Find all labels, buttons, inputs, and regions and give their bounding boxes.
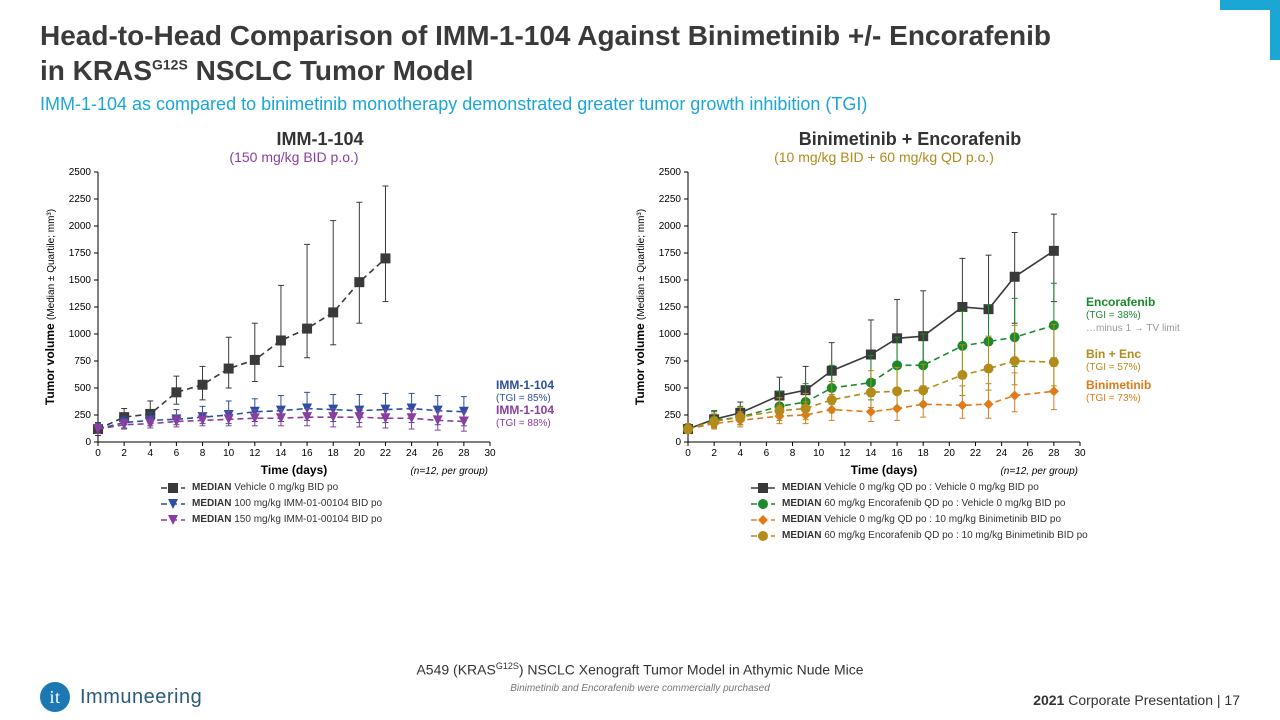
svg-text:26: 26 <box>1022 448 1034 459</box>
svg-text:2000: 2000 <box>659 221 682 232</box>
svg-text:10: 10 <box>813 448 825 459</box>
svg-text:2000: 2000 <box>69 221 92 232</box>
svg-text:8: 8 <box>790 448 796 459</box>
svg-text:4: 4 <box>737 448 743 459</box>
svg-text:(150 mg/kg BID p.o.): (150 mg/kg BID p.o.) <box>229 150 358 165</box>
svg-text:2500: 2500 <box>659 167 682 178</box>
svg-text:20: 20 <box>354 448 366 459</box>
svg-text:18: 18 <box>918 448 930 459</box>
svg-text:1250: 1250 <box>659 302 682 313</box>
right-panel: Binimetinib + Encorafenib 02505007501000… <box>630 129 1190 544</box>
legend-item: MEDIAN 60 mg/kg Encorafenib QD po : Vehi… <box>750 496 1190 512</box>
svg-text:Encorafenib: Encorafenib <box>1086 295 1155 309</box>
svg-text:14: 14 <box>865 448 877 459</box>
slide-title: Head-to-Head Comparison of IMM-1-104 Aga… <box>40 18 1240 88</box>
right-legend: MEDIAN Vehicle 0 mg/kg QD po : Vehicle 0… <box>750 480 1190 544</box>
svg-text:IMM-1-104: IMM-1-104 <box>496 403 554 417</box>
legend-item: MEDIAN Vehicle 0 mg/kg BID po <box>160 480 600 496</box>
svg-text:1000: 1000 <box>659 329 682 340</box>
brand: it Immuneering <box>40 682 202 712</box>
svg-text:20: 20 <box>944 448 956 459</box>
svg-text:(TGI = 88%): (TGI = 88%) <box>496 418 551 429</box>
svg-text:Bin + Enc: Bin + Enc <box>1086 347 1141 361</box>
svg-text:750: 750 <box>664 356 681 367</box>
svg-text:1750: 1750 <box>69 248 92 259</box>
svg-text:2500: 2500 <box>69 167 92 178</box>
legend-item: MEDIAN Vehicle 0 mg/kg QD po : Vehicle 0… <box>750 480 1190 496</box>
title-line1: Head-to-Head Comparison of IMM-1-104 Aga… <box>40 20 1051 51</box>
right-title: Binimetinib + Encorafenib <box>630 129 1190 150</box>
svg-text:2: 2 <box>121 448 127 459</box>
legend-item: MEDIAN 100 mg/kg IMM-01-00104 BID po <box>160 496 600 512</box>
svg-text:500: 500 <box>664 383 681 394</box>
svg-text:0: 0 <box>95 448 101 459</box>
svg-text:12: 12 <box>249 448 261 459</box>
svg-text:16: 16 <box>302 448 314 459</box>
svg-text:22: 22 <box>970 448 982 459</box>
svg-text:(n=12, per group): (n=12, per group) <box>410 466 488 477</box>
svg-text:28: 28 <box>1048 448 1060 459</box>
svg-text:(TGI = 57%): (TGI = 57%) <box>1086 362 1141 373</box>
legend-item: MEDIAN 150 mg/kg IMM-01-00104 BID po <box>160 512 600 528</box>
title-sup: G12S <box>152 57 188 73</box>
brand-logo: it <box>40 682 70 712</box>
subtitle: IMM-1-104 as compared to binimetinib mon… <box>40 94 1240 115</box>
svg-text:(TGI = 38%): (TGI = 38%) <box>1086 310 1141 321</box>
svg-text:10: 10 <box>223 448 235 459</box>
svg-text:(n=12, per group): (n=12, per group) <box>1000 466 1078 477</box>
brand-name: Immuneering <box>80 686 202 709</box>
svg-text:Binimetinib: Binimetinib <box>1086 378 1151 392</box>
left-title: IMM-1-104 <box>40 129 600 150</box>
svg-text:750: 750 <box>74 356 91 367</box>
svg-text:(TGI = 73%): (TGI = 73%) <box>1086 393 1141 404</box>
svg-text:12: 12 <box>839 448 851 459</box>
svg-text:IMM-1-104: IMM-1-104 <box>496 378 554 392</box>
svg-text:2: 2 <box>711 448 717 459</box>
svg-text:500: 500 <box>74 383 91 394</box>
svg-text:2250: 2250 <box>659 194 682 205</box>
title-line2-pre: in KRAS <box>40 55 152 86</box>
svg-text:8: 8 <box>200 448 206 459</box>
svg-text:1500: 1500 <box>659 275 682 286</box>
left-legend: MEDIAN Vehicle 0 mg/kg BID poMEDIAN 100 … <box>160 480 600 528</box>
svg-text:…minus 1 → TV limit: …minus 1 → TV limit <box>1086 323 1180 334</box>
svg-text:28: 28 <box>458 448 470 459</box>
svg-text:2250: 2250 <box>69 194 92 205</box>
svg-text:1500: 1500 <box>69 275 92 286</box>
svg-text:22: 22 <box>380 448 392 459</box>
svg-text:18: 18 <box>328 448 340 459</box>
svg-text:Tumor volume (Median ± Quartil: Tumor volume (Median ± Quartile; mm³) <box>633 209 647 405</box>
svg-text:(10 mg/kg BID + 60 mg/kg QD p.: (10 mg/kg BID + 60 mg/kg QD p.o.) <box>774 150 994 165</box>
svg-text:26: 26 <box>432 448 444 459</box>
svg-text:6: 6 <box>764 448 770 459</box>
svg-text:Time (days): Time (days) <box>261 463 327 477</box>
svg-text:Tumor volume (Median ± Quartil: Tumor volume (Median ± Quartile; mm³) <box>43 209 57 405</box>
svg-text:0: 0 <box>685 448 691 459</box>
svg-text:250: 250 <box>664 410 681 421</box>
svg-text:0: 0 <box>675 437 681 448</box>
left-panel: IMM-1-104 025050075010001250150017502000… <box>40 129 600 544</box>
svg-text:250: 250 <box>74 410 91 421</box>
legend-item: MEDIAN Vehicle 0 mg/kg QD po : 10 mg/kg … <box>750 512 1190 528</box>
svg-text:4: 4 <box>147 448 153 459</box>
page-label: 2021 Corporate Presentation | 17 <box>1033 692 1240 708</box>
model-caption: A549 (KRASG12S) NSCLC Xenograft Tumor Mo… <box>40 661 1240 678</box>
svg-text:0: 0 <box>85 437 91 448</box>
left-plot: 0 250 500 750 1000 1250 1500 1750 2000 2250 2500 0 2… <box>40 150 600 480</box>
svg-text:30: 30 <box>484 448 496 459</box>
title-line2-post: NSCLC Tumor Model <box>188 55 474 86</box>
svg-text:24: 24 <box>996 448 1008 459</box>
right-plot: 0 250 500 750 1000 1250 1500 1750 2000 2250 2500 0 2… <box>630 150 1190 480</box>
svg-text:14: 14 <box>275 448 287 459</box>
legend-item: MEDIAN 60 mg/kg Encorafenib QD po : 10 m… <box>750 528 1190 544</box>
svg-text:1250: 1250 <box>69 302 92 313</box>
corner-accent <box>1220 0 1280 60</box>
svg-text:24: 24 <box>406 448 418 459</box>
svg-text:Time (days): Time (days) <box>851 463 917 477</box>
svg-text:16: 16 <box>892 448 904 459</box>
svg-text:1000: 1000 <box>69 329 92 340</box>
svg-text:6: 6 <box>174 448 180 459</box>
svg-text:1750: 1750 <box>659 248 682 259</box>
svg-text:30: 30 <box>1074 448 1086 459</box>
